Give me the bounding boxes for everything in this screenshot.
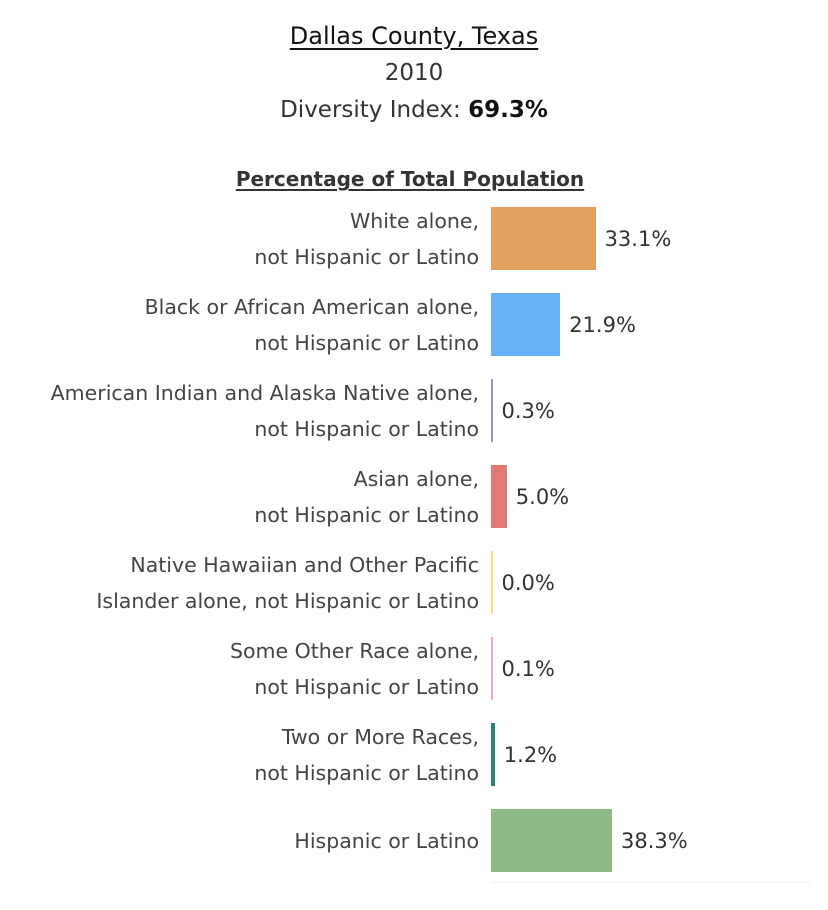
year-subtitle: 2010: [384, 60, 444, 86]
bar: [491, 293, 561, 356]
bar-value-label: 5.0%: [515, 484, 570, 509]
bar-value-label: 1.2%: [503, 742, 558, 767]
category-label-line: Native Hawaiian and Other Pacific: [130, 552, 479, 577]
category-label-line: not Hispanic or Latino: [254, 674, 479, 699]
category-label: American Indian and Alaska Native alone,…: [9, 375, 479, 447]
chart-title: Percentage of Total Population: [235, 167, 585, 191]
category-label-line: Some Other Race alone,: [229, 638, 479, 663]
category-label: Native Hawaiian and Other Pacific Islande…: [9, 547, 479, 619]
bar: [491, 465, 507, 528]
category-label-line: Islander alone, not Hispanic or Latino: [96, 588, 479, 613]
category-label-line: Hispanic or Latino: [294, 828, 479, 853]
diversity-index-label: Diversity Index:: [280, 97, 469, 123]
bar: [491, 637, 493, 700]
category-label: Asian alone, not Hispanic or Latino: [9, 461, 479, 533]
category-label-line: White alone,: [349, 208, 479, 233]
bar-value-label: 21.9%: [569, 312, 636, 337]
category-label-line: American Indian and Alaska Native alone,: [50, 380, 479, 405]
bar: [491, 809, 612, 872]
diversity-index-value: 69.3%: [468, 97, 548, 123]
category-label-line: not Hispanic or Latino: [254, 244, 479, 269]
bar-value-label: 33.1%: [604, 226, 672, 251]
chart-bottom-rule: [491, 882, 811, 883]
bar-value-label: 38.3%: [621, 828, 688, 853]
category-label-line: not Hispanic or Latino: [254, 760, 479, 785]
bar: [491, 551, 493, 614]
county-title: Dallas County, Texas: [289, 22, 539, 50]
bar-value-label: 0.0%: [501, 570, 555, 595]
bar-value-label: 0.3%: [501, 398, 555, 423]
bar: [491, 207, 596, 270]
category-label-line: not Hispanic or Latino: [254, 330, 479, 355]
bar: [491, 379, 493, 442]
category-label-line: Black or African American alone,: [144, 294, 479, 319]
category-label: Some Other Race alone, not Hispanic or La…: [9, 633, 479, 705]
category-label: Two or More Races, not Hispanic or Latino: [9, 719, 479, 791]
category-label: Black or African American alone, not Hisp…: [9, 289, 479, 361]
category-label: Hispanic or Latino: [9, 823, 479, 859]
bar: [491, 723, 495, 786]
category-label-line: not Hispanic or Latino: [254, 502, 479, 527]
category-label-line: not Hispanic or Latino: [254, 416, 479, 441]
bar-value-label: 0.1%: [501, 656, 555, 681]
category-label-line: Two or More Races,: [281, 724, 479, 749]
diversity-index: Diversity Index: 69.3%: [0, 94, 828, 126]
category-label-line: Asian alone,: [353, 466, 479, 491]
category-label: White alone, not Hispanic or Latino: [9, 203, 479, 275]
